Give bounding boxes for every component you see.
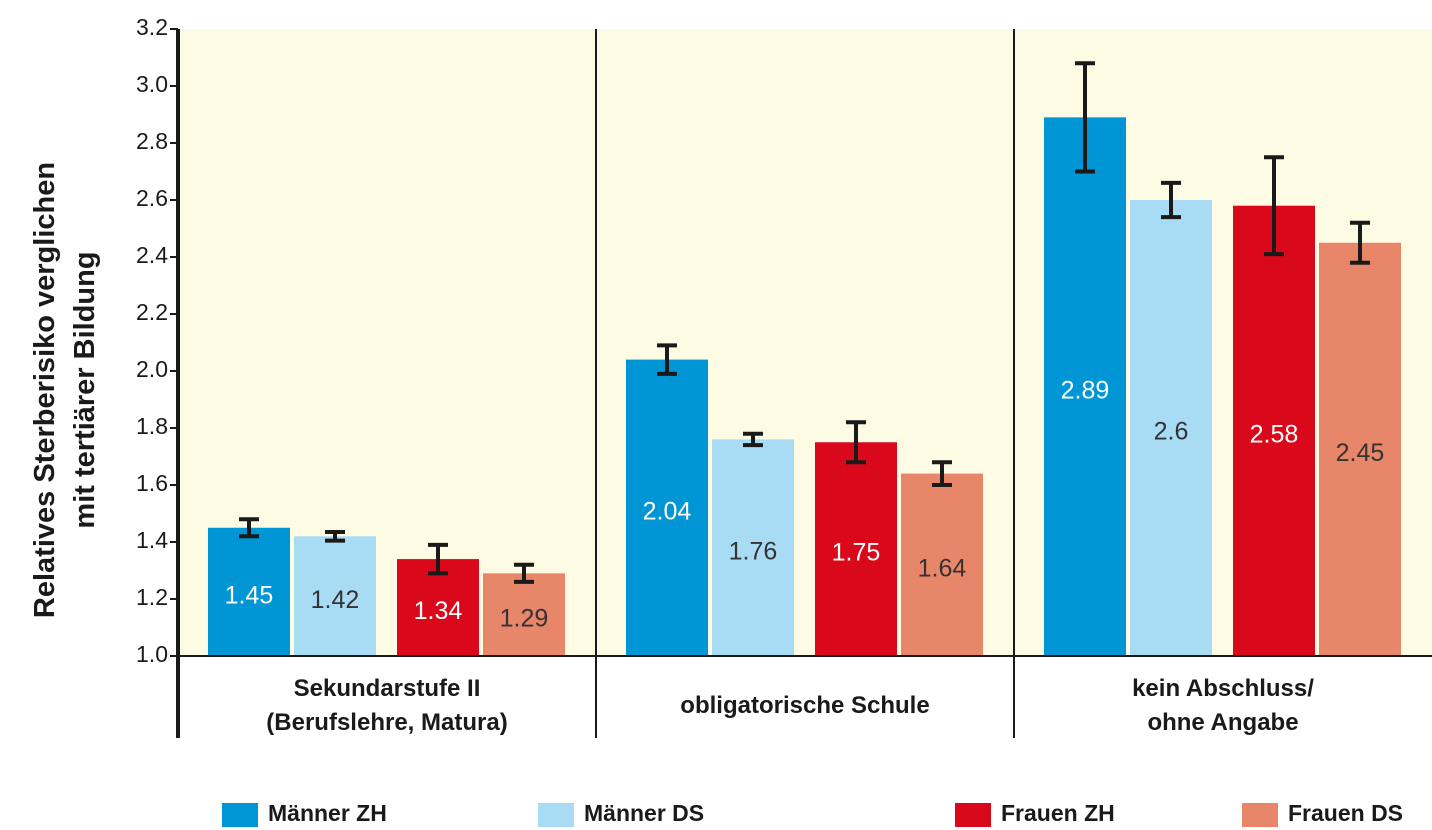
x-tick-label: obligatorische Schule — [680, 692, 929, 719]
y-tick-label: 3.2 — [136, 14, 168, 40]
value-label: 1.76 — [729, 537, 778, 565]
error-bar — [743, 431, 763, 448]
y-tick-label: 2.4 — [136, 242, 168, 268]
bar — [626, 359, 708, 656]
bar — [1044, 117, 1126, 657]
legend-swatch — [222, 803, 258, 827]
legend-label: Männer DS — [584, 800, 704, 826]
error-bar — [1075, 61, 1095, 174]
legend-label: Frauen DS — [1288, 800, 1403, 826]
value-label: 1.45 — [225, 581, 274, 609]
error-bar — [1161, 180, 1181, 220]
bar — [712, 439, 794, 656]
error-bar — [1264, 155, 1284, 257]
y-tick-label: 1.2 — [136, 584, 168, 610]
value-label: 2.04 — [643, 497, 692, 525]
error-bar — [657, 343, 677, 376]
bar — [208, 527, 290, 656]
y-tick-label: 2.6 — [136, 185, 168, 211]
value-label: 1.29 — [500, 604, 549, 632]
value-label: 2.58 — [1250, 420, 1299, 448]
bar — [1319, 242, 1401, 656]
legend-swatch — [538, 803, 574, 827]
y-axis-label: Relatives Sterberisiko verglichen mit ter… — [29, 162, 101, 618]
y-tick-label: 1.8 — [136, 413, 168, 439]
y-tick-label: 1.4 — [136, 527, 168, 553]
y-tick-label: 2.8 — [136, 128, 168, 154]
y-tick-label: 1.6 — [136, 470, 168, 496]
legend-label: Frauen ZH — [1001, 800, 1115, 826]
error-bar — [514, 562, 534, 584]
error-bar — [325, 530, 345, 543]
error-bar — [932, 460, 952, 487]
legend-swatch — [1242, 803, 1278, 827]
plot-background — [178, 29, 1432, 656]
y-tick-label: 2.2 — [136, 299, 168, 325]
error-bar — [428, 542, 448, 576]
value-label: 1.42 — [311, 586, 360, 614]
value-label: 1.64 — [918, 554, 967, 582]
y-tick-label: 3.0 — [136, 71, 168, 97]
bar — [815, 442, 897, 656]
x-tick-label: kein Abschluss/ohne Angabe — [1132, 675, 1314, 736]
y-tick-label: 2.0 — [136, 356, 168, 382]
legend-label: Männer ZH — [268, 800, 387, 826]
y-tick-label: 1.0 — [136, 641, 168, 667]
legend-swatch — [955, 803, 991, 827]
bar — [1130, 200, 1212, 656]
value-label: 2.45 — [1336, 439, 1385, 467]
error-bar — [1350, 220, 1370, 265]
bar — [294, 536, 376, 656]
bar — [483, 573, 565, 656]
error-bar — [239, 517, 259, 539]
x-tick-label: Sekundarstufe II (Berufslehre, Matura) — [266, 675, 507, 736]
bar — [901, 473, 983, 656]
bar — [1233, 205, 1315, 656]
value-label: 1.34 — [414, 597, 463, 625]
value-label: 2.89 — [1061, 376, 1110, 404]
error-bar — [846, 420, 866, 465]
value-label: 1.75 — [832, 539, 881, 567]
value-label: 2.6 — [1154, 418, 1189, 446]
